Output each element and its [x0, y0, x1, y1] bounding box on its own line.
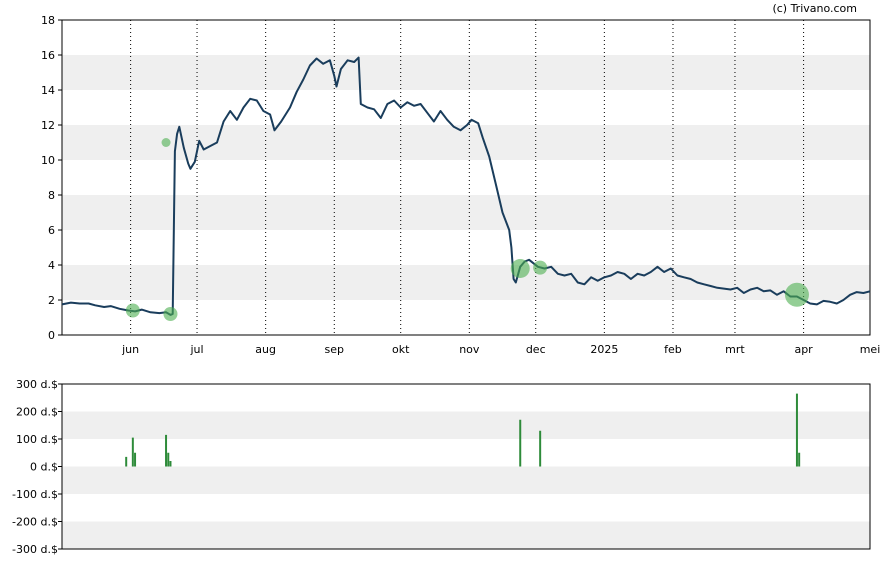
price-y-tick-label: 14	[41, 84, 55, 97]
price-y-tick-label: 2	[48, 294, 55, 307]
trade-marker	[510, 259, 530, 278]
price-grid-band	[62, 265, 870, 300]
price-x-tick-label: aug	[255, 343, 276, 356]
price-x-tick-label: jun	[121, 343, 139, 356]
price-y-tick-label: 6	[48, 224, 55, 237]
price-x-tick-label: nov	[459, 343, 480, 356]
price-panel: jun jul aug sep okt nov dec 2025 feb mrt apr mei 0 2 4…	[41, 14, 880, 356]
price-x-tick-label: mei	[860, 343, 881, 356]
price-y-tick-label: 12	[41, 119, 55, 132]
trade-marker	[161, 138, 171, 147]
price-grid-band	[62, 195, 870, 230]
price-x-tick-label: feb	[664, 343, 682, 356]
volume-y-tick-label: 300 d.$	[16, 378, 58, 391]
price-line	[61, 56, 871, 316]
price-y-tick-label: 16	[41, 49, 55, 62]
trade-marker	[784, 282, 809, 307]
volume-y-tick-label: 200 d.$	[16, 406, 58, 419]
price-x-tick-label: dec	[526, 343, 546, 356]
price-x-tick-label: okt	[392, 343, 410, 356]
volume-y-tick-label: 0 d.$	[30, 461, 58, 474]
price-y-tick-label: 0	[48, 329, 55, 342]
volume-y-tick-label: -100 d.$	[12, 488, 58, 501]
price-plot-frame	[61, 19, 871, 336]
price-y-tick-label: 18	[41, 14, 55, 27]
price-grid-band	[62, 55, 870, 90]
source-credit: (c) Trivano.com	[772, 2, 857, 15]
price-y-tick-label: 4	[48, 259, 55, 272]
price-x-tick-label: jul	[189, 343, 203, 356]
volume-grid-band	[62, 466, 870, 494]
volume-y-tick-label: 100 d.$	[16, 433, 58, 446]
price-x-tick-label: mrt	[725, 343, 745, 356]
price-x-tick-label: 2025	[590, 343, 618, 356]
trade-marker	[125, 303, 140, 318]
volume-plot-frame	[61, 383, 871, 550]
price-x-tick-label: sep	[325, 343, 344, 356]
volume-panel: 300 d.$ 200 d.$ 100 d.$ 0 d.$ -100 d.$ -200 d…	[12, 378, 871, 556]
volume-y-tick-label: -200 d.$	[12, 516, 58, 529]
volume-grid-band	[62, 411, 870, 439]
price-y-tick-label: 10	[41, 154, 55, 167]
volume-y-tick-label: -300 d.$	[12, 543, 58, 556]
volume-grid-band	[62, 521, 870, 549]
trade-marker	[533, 260, 548, 275]
trade-marker	[163, 307, 178, 321]
price-y-tick-label: 8	[48, 189, 55, 202]
price-x-tick-label: apr	[794, 343, 813, 356]
